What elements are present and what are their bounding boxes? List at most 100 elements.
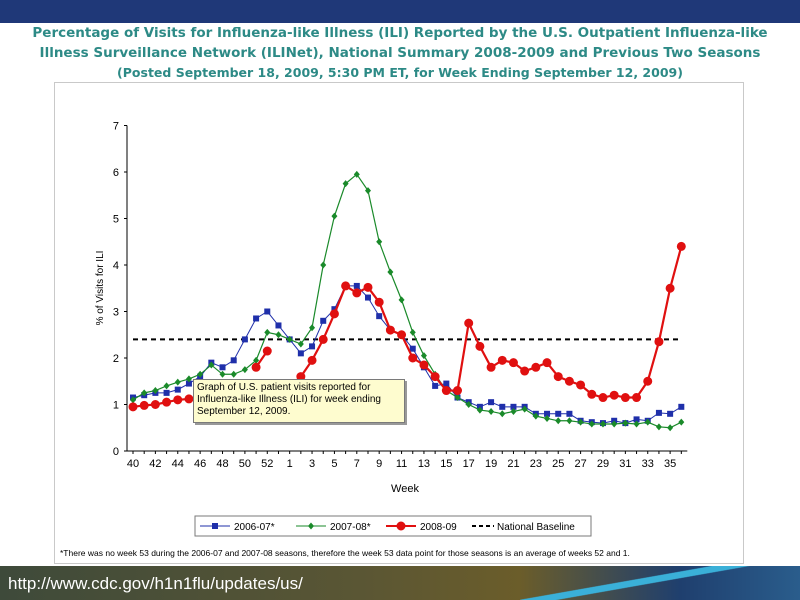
data-point-2007-08 [633,420,640,428]
x-tick-label: 48 [216,458,228,470]
data-point-2008-09 [352,288,362,298]
data-point-2007-08 [465,401,472,408]
data-point-2006-07 [364,294,371,301]
data-point-2008-09 [139,400,149,410]
y-tick-label: 1 [113,400,119,412]
data-point-2006-07 [655,409,662,416]
data-point-2006-07 [212,523,218,529]
series-line-2008-09 [299,246,683,399]
data-point-2008-09 [441,386,451,396]
data-point-2007-08 [476,406,483,414]
y-tick-label: 0 [113,446,119,458]
data-point-2006-07 [678,403,685,410]
y-tick-label: 7 [113,121,119,133]
data-point-2008-09 [397,330,407,340]
legend-label: 2008-09 [420,522,457,533]
data-point-2008-09 [475,341,485,351]
data-point-2007-08 [141,389,148,397]
data-point-2007-08 [499,410,506,418]
data-point-2008-09 [150,400,160,409]
legend-label: 2007-08* [330,522,371,533]
data-point-2008-09 [564,376,574,386]
x-tick-label: 44 [172,458,184,470]
y-tick-label: 6 [113,167,119,179]
data-point-2007-08 [264,328,271,336]
source-url[interactable]: http://www.cdc.gov/h1n1flu/updates/us/ [8,574,303,593]
x-tick-label: 19 [485,458,497,470]
data-point-2008-09 [598,393,608,403]
x-axis-label: Week [391,483,419,495]
data-point-2007-08 [409,328,416,336]
data-point-2007-08 [611,420,618,428]
data-point-2008-09 [173,395,183,405]
data-point-2006-07 [409,345,416,352]
data-point-2006-07 [566,410,573,417]
y-tick-label: 2 [113,353,119,365]
data-point-2008-09 [587,389,597,399]
footnote: *There was no week 53 during the 2006-07… [60,548,630,558]
data-point-2008-09 [453,386,463,396]
data-point-2006-07 [230,357,237,364]
data-point-2006-07 [264,308,271,315]
data-point-2008-09 [430,372,440,382]
x-tick-label: 13 [418,458,430,470]
data-point-2008-09 [520,366,530,376]
data-point-2006-07 [241,336,248,343]
data-point-2007-08 [320,261,327,269]
data-point-2007-08 [454,394,461,402]
x-tick-label: 9 [376,458,382,470]
data-point-2008-09 [676,241,686,251]
data-point-2008-09 [162,397,172,407]
data-point-2007-08 [219,370,226,378]
data-point-2008-09 [632,393,642,403]
data-point-2008-09 [576,380,586,390]
data-point-2008-09 [620,393,630,403]
data-point-2007-08 [387,268,394,276]
data-point-2008-09 [508,358,518,368]
data-point-2006-07 [297,350,304,357]
data-point-2006-07 [499,403,506,410]
data-point-2007-08 [353,170,360,178]
data-point-2007-08 [342,180,349,188]
data-point-2006-07 [253,315,260,322]
data-point-2008-09 [396,521,406,531]
data-point-2008-09 [553,372,563,382]
data-point-2006-07 [544,410,551,417]
data-point-2007-08 [230,370,237,378]
data-point-2008-09 [341,281,351,291]
x-tick-label: 15 [440,458,452,470]
data-point-2006-07 [331,306,338,313]
data-point-2007-08 [163,382,170,390]
data-point-2007-08 [566,417,573,425]
x-tick-label: 23 [530,458,542,470]
x-tick-label: 25 [552,458,564,470]
data-point-2006-07 [667,410,674,417]
y-tick-label: 5 [113,214,119,226]
data-point-2006-07 [185,380,192,387]
x-tick-label: 27 [574,458,586,470]
data-point-2007-08 [208,361,215,369]
data-point-2006-07 [510,403,517,410]
x-tick-label: 29 [597,458,609,470]
data-point-2007-08 [521,405,528,413]
x-tick-label: 42 [149,458,161,470]
data-point-2006-07 [309,343,316,350]
data-point-2007-08 [532,412,539,420]
data-point-2006-07 [488,399,495,406]
data-point-2007-08 [297,340,304,348]
data-point-2007-08 [420,352,427,360]
data-point-2007-08 [308,522,314,530]
data-point-2007-08 [398,296,405,304]
data-point-2008-09 [262,346,272,356]
legend-label: National Baseline [497,522,575,533]
data-point-2007-08 [577,418,584,426]
data-point-2007-08 [678,418,685,426]
x-tick-label: 35 [664,458,676,470]
data-point-2007-08 [331,212,338,220]
data-point-2007-08 [667,424,674,432]
data-point-2007-08 [130,396,136,404]
bottom-banner [0,566,800,600]
data-point-2008-09 [542,358,552,368]
x-tick-label: 5 [331,458,337,470]
y-tick-label: 3 [113,307,119,319]
